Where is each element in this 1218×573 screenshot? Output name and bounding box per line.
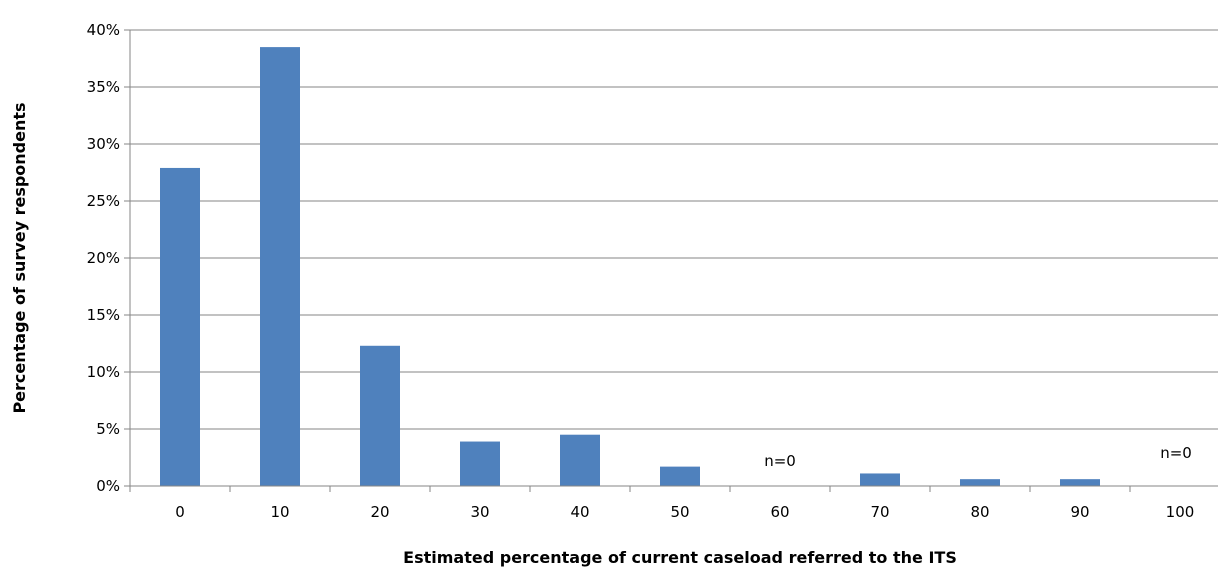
- x-tick-label: 100: [1166, 503, 1195, 521]
- y-tick-label: 5%: [96, 420, 120, 438]
- x-axis-title: Estimated percentage of current caseload…: [403, 548, 957, 567]
- y-axis-title: Percentage of survey respondents: [10, 102, 29, 413]
- y-tick-label: 20%: [87, 249, 120, 267]
- bar-50: [660, 466, 700, 486]
- bar-20: [360, 345, 400, 486]
- x-tick-label: 20: [370, 503, 389, 521]
- annotation-n-zero: n=0: [1160, 444, 1192, 462]
- x-tick-label: 70: [870, 503, 889, 521]
- y-tick-label: 35%: [87, 78, 120, 96]
- bar-90: [1060, 479, 1100, 486]
- bar-80: [960, 479, 1000, 486]
- bar-70: [860, 473, 900, 486]
- y-tick-label: 15%: [87, 306, 120, 324]
- bar-0: [160, 167, 200, 486]
- x-tick-label: 60: [770, 503, 789, 521]
- bars: [160, 47, 1100, 486]
- bar-40: [560, 434, 600, 486]
- bar-30: [460, 441, 500, 486]
- y-tick-label: 0%: [96, 477, 120, 495]
- x-tick-label: 50: [670, 503, 689, 521]
- x-tick-label: 40: [570, 503, 589, 521]
- bar-10: [260, 47, 300, 486]
- axes: [124, 29, 1218, 492]
- gridlines: [130, 29, 1218, 430]
- y-tick-label: 30%: [87, 135, 120, 153]
- x-tick-label: 80: [970, 503, 989, 521]
- y-tick-label: 25%: [87, 192, 120, 210]
- y-tick-label: 10%: [87, 363, 120, 381]
- annotations: n=0 n=0: [764, 444, 1192, 470]
- x-tick-label: 30: [470, 503, 489, 521]
- x-tick-label: 10: [270, 503, 289, 521]
- y-tick-label: 40%: [87, 21, 120, 39]
- x-tick-label: 0: [175, 503, 185, 521]
- annotation-n-zero: n=0: [764, 452, 796, 470]
- x-tick-label: 90: [1070, 503, 1089, 521]
- tick-labels: 0% 5% 10% 15% 20% 25% 30% 35% 40% 0 10 20 30 40 50 60 70…: [87, 21, 1195, 521]
